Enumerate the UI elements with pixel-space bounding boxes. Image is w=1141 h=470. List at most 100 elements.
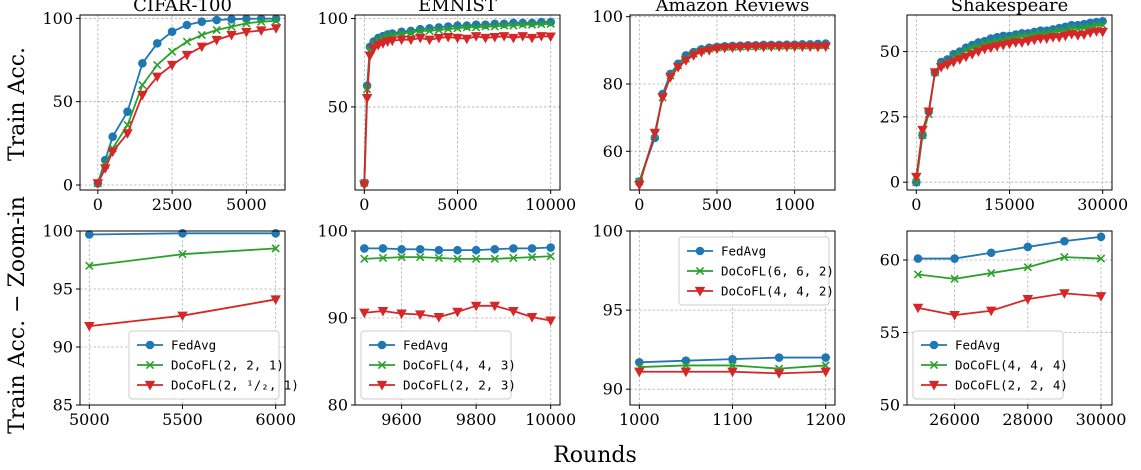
series-line-DoCoFL_B — [917, 292, 1102, 317]
data-point-FedAvg — [453, 245, 462, 255]
x-tick-label: 6000 — [255, 410, 296, 429]
data-point-DoCoFL_B — [545, 32, 556, 43]
legend-marker-FedAvg — [695, 246, 705, 256]
data-point-FedAvg — [1023, 242, 1033, 252]
legend-box — [360, 330, 512, 400]
data-point-DoCoFL_B — [1041, 34, 1053, 44]
data-point-DoCoFL_A — [227, 22, 236, 31]
x-tick-label: 0 — [93, 195, 103, 214]
x-tick-label: 1000 — [774, 195, 815, 214]
data-point-DoCoFL_A — [509, 21, 518, 30]
y-tick-label: 25 — [880, 107, 900, 126]
data-point-FedAvg — [227, 14, 236, 24]
data-point-DoCoFL_B — [1022, 37, 1034, 47]
data-point-DoCoFL_B — [100, 164, 111, 174]
data-point-DoCoFL_B — [152, 72, 163, 83]
data-point-DoCoFL_A — [509, 253, 518, 263]
data-point-DoCoFL_A — [499, 21, 509, 30]
legend-label: DoCoFL(4, 4, 2) — [721, 284, 834, 299]
data-point-DoCoFL_B — [960, 52, 972, 63]
data-point-DoCoFL_A — [1092, 20, 1101, 30]
y-tick-label: 50 — [880, 396, 900, 415]
data-point-DoCoFL_B — [211, 35, 222, 46]
legend-marker-DoCoFL_A — [145, 360, 155, 370]
y-tick-label: 100 — [317, 9, 348, 28]
data-point-DoCoFL_B — [985, 43, 997, 54]
data-point-FedAvg — [1096, 232, 1106, 242]
data-point-DoCoFL_B — [361, 93, 373, 104]
data-point-DoCoFL_A — [425, 26, 434, 36]
legend-label: FedAvg — [955, 338, 1000, 353]
chart-panel-4: 0 15000 30000 0 25 50 Shakespeare — [880, 0, 1128, 214]
data-point-DoCoFL_B — [750, 42, 762, 53]
data-point-DoCoFL_A — [197, 30, 206, 40]
data-point-DoCoFL_B — [1085, 28, 1096, 38]
legend-marker-DoCoFL_B — [928, 380, 940, 391]
legend-label: DoCoFL(4, 4, 3) — [403, 358, 516, 373]
chart-title: CIFAR-100 — [133, 0, 232, 16]
data-point-DoCoFL_A — [406, 28, 416, 37]
data-point-FedAvg — [182, 20, 192, 30]
data-point-DoCoFL_B — [461, 34, 473, 45]
data-point-DoCoFL_B — [122, 129, 133, 139]
chart-panel-1: 0 2500 5000 0 50 100 CIFAR-100 — [42, 0, 286, 214]
x-tick-label: 1200 — [805, 410, 846, 429]
figure-y-label-top: Train Acc. — [5, 47, 30, 161]
legend-label: FedAvg — [171, 338, 216, 353]
data-point-DoCoFL_B — [396, 35, 407, 46]
series-line-DoCoFL_A — [638, 44, 826, 182]
series-line-FedAvg — [917, 235, 1102, 260]
data-point-DoCoFL_B — [270, 24, 282, 34]
legend-marker-DoCoFL_A — [695, 266, 705, 276]
data-point-FedAvg — [108, 132, 117, 141]
data-point-DoCoFL_B — [634, 180, 645, 191]
data-point-DoCoFL_A — [490, 22, 499, 31]
data-point-FedAvg — [1060, 236, 1069, 246]
data-point-DoCoFL_A — [1023, 263, 1032, 272]
y-tick-label: 0 — [890, 173, 900, 192]
data-point-DoCoFL_B — [1035, 34, 1046, 44]
data-point-DoCoFL_B — [672, 63, 684, 73]
data-point-FedAvg — [527, 244, 537, 253]
data-point-DoCoFL_B — [680, 56, 692, 66]
figure-x-label: Rounds — [553, 443, 637, 468]
axes-frame — [629, 14, 836, 191]
legend-box — [678, 236, 830, 306]
data-point-DoCoFL_B — [727, 43, 738, 54]
x-tick-label: 15000 — [984, 195, 1035, 214]
legend-label: DoCoFL(2, 2, 1) — [171, 358, 284, 373]
y-tick-label: 100 — [317, 222, 348, 241]
data-point-DoCoFL_A — [397, 252, 406, 262]
data-point-DoCoFL_B — [414, 33, 426, 44]
chart-panel-3: 0 500 1000 60 80 100 Amazon Reviews — [592, 0, 836, 214]
data-point-DoCoFL_A — [987, 268, 996, 278]
data-point-FedAvg — [986, 248, 996, 258]
x-tick-label: 5000 — [226, 195, 267, 214]
legend-label: FedAvg — [721, 244, 766, 259]
chart-panel-8: 26000 28000 30000 50 55 60 FedAvg DoCoFL(4, 4, … — [880, 230, 1126, 429]
y-tick-label: 50 — [328, 97, 348, 116]
data-point-FedAvg — [950, 254, 959, 263]
data-point-DoCoFL_B — [396, 309, 407, 320]
data-point-DoCoFL_A — [182, 37, 192, 46]
legend-marker-DoCoFL_B — [144, 380, 156, 391]
data-point-DoCoFL_A — [416, 26, 425, 36]
data-point-DoCoFL_B — [241, 27, 252, 38]
data-point-DoCoFL_B — [954, 55, 966, 65]
data-point-DoCoFL_B — [820, 42, 831, 53]
data-point-DoCoFL_B — [923, 107, 934, 118]
data-point-DoCoFL_B — [470, 301, 482, 312]
data-point-DoCoFL_B — [727, 367, 738, 378]
data-point-DoCoFL_B — [181, 50, 193, 61]
data-point-DoCoFL_B — [137, 90, 148, 101]
data-point-DoCoFL_B — [912, 303, 924, 314]
data-point-FedAvg — [197, 17, 207, 26]
data-point-DoCoFL_B — [766, 42, 777, 53]
data-point-DoCoFL_B — [359, 180, 370, 191]
data-point-DoCoFL_A — [453, 254, 462, 264]
data-point-FedAvg — [774, 353, 784, 362]
legend-label: DoCoFL(2, ¹/₂, 1) — [171, 378, 299, 393]
data-point-DoCoFL_B — [508, 306, 519, 317]
data-point-DoCoFL_B — [789, 42, 800, 53]
data-point-FedAvg — [85, 230, 94, 239]
